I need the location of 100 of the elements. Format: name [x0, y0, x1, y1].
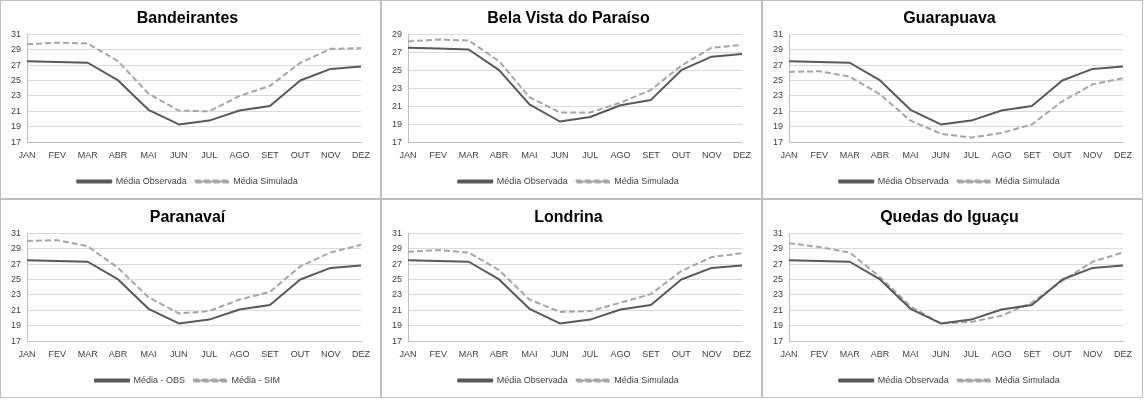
x-tick-label: NOV [320, 150, 341, 161]
y-tick-label: 31 [392, 227, 403, 238]
chart-title: Bandeirantes [136, 9, 239, 27]
x-tick-label: AGO [610, 349, 631, 360]
y-tick-label: 31 [773, 227, 784, 238]
x-tick-label: MAR [77, 150, 99, 161]
x-tick-label: ABR [108, 150, 128, 161]
y-tick-label: 17 [773, 335, 784, 346]
legend-label: Média - OBS [133, 374, 186, 385]
x-tick-label: AGO [610, 150, 631, 161]
x-tick-label: JUL [963, 349, 980, 360]
legend-label: Média Observada [877, 175, 949, 186]
y-tick-label: 27 [392, 258, 403, 269]
x-tick-label: AGO [991, 349, 1012, 360]
y-tick-label: 31 [773, 28, 784, 39]
chart-title: Quedas do Iguaçu [880, 208, 1019, 226]
chart-title: Guarapuava [903, 9, 996, 27]
y-tick-label: 27 [392, 46, 403, 57]
x-tick-label: MAR [839, 349, 861, 360]
y-tick-label: 29 [11, 243, 22, 254]
y-tick-label: 27 [11, 258, 22, 269]
x-tick-label: MAR [77, 349, 99, 360]
x-tick-label: NOV [320, 349, 341, 360]
x-tick-label: JAN [780, 349, 798, 360]
y-tick-label: 29 [773, 44, 784, 55]
x-tick-label: DEZ [352, 349, 371, 360]
legend-label: Média Observada [496, 374, 568, 385]
x-tick-label: JUN [551, 349, 569, 360]
y-tick-label: 25 [392, 64, 403, 75]
x-tick-label: SET [642, 349, 661, 360]
line-series [788, 70, 1124, 139]
y-tick-label: 17 [773, 136, 784, 147]
x-tick-label: OUT [1052, 150, 1073, 161]
y-tick-label: 23 [11, 289, 22, 300]
x-tick-label: MAI [521, 150, 538, 161]
legend-label: Média Simulada [995, 175, 1060, 186]
x-tick-label: JUN [932, 150, 950, 161]
chart-title: Paranavaí [149, 208, 226, 226]
x-tick-label: MAI [521, 349, 538, 360]
y-tick-label: 17 [11, 136, 22, 147]
y-tick-label: 17 [11, 335, 22, 346]
x-tick-label: JUN [932, 349, 950, 360]
x-tick-label: NOV [701, 150, 722, 161]
y-tick-label: 23 [392, 82, 403, 93]
x-tick-label: DEZ [1114, 150, 1133, 161]
line-series [26, 41, 362, 113]
x-tick-label: NOV [1082, 349, 1103, 360]
y-tick-label: 25 [773, 273, 784, 284]
x-tick-label: OUT [671, 150, 692, 161]
x-tick-label: DEZ [1114, 349, 1133, 360]
x-tick-label: JAN [18, 349, 36, 360]
y-tick-label: 19 [773, 121, 784, 132]
line-series [26, 239, 362, 315]
y-tick-label: 23 [773, 289, 784, 300]
x-tick-label: FEV [48, 150, 67, 161]
x-tick-label: ABR [870, 150, 890, 161]
x-tick-label: FEV [810, 150, 829, 161]
x-tick-label: NOV [1082, 150, 1103, 161]
y-tick-label: 19 [392, 118, 403, 129]
y-tick-label: 29 [773, 243, 784, 254]
legend-label: Média - SIM [231, 374, 281, 385]
x-tick-label: JUL [201, 349, 218, 360]
y-tick-label: 21 [773, 105, 784, 116]
y-tick-label: 23 [773, 90, 784, 101]
x-tick-label: MAI [140, 150, 157, 161]
y-tick-label: 29 [11, 44, 22, 55]
y-tick-label: 19 [392, 320, 403, 331]
y-tick-label: 21 [392, 304, 403, 315]
y-tick-label: 17 [392, 136, 403, 147]
x-tick-label: MAR [839, 150, 861, 161]
y-tick-label: 21 [11, 304, 22, 315]
x-tick-label: JUL [201, 150, 218, 161]
line-series [407, 38, 743, 114]
x-tick-label: OUT [1052, 349, 1073, 360]
x-tick-label: JUL [582, 150, 599, 161]
y-tick-label: 29 [392, 28, 403, 39]
x-tick-label: FEV [429, 150, 448, 161]
x-tick-label: AGO [229, 349, 250, 360]
x-tick-label: MAI [140, 349, 157, 360]
y-tick-label: 21 [392, 100, 403, 111]
y-tick-label: 23 [392, 289, 403, 300]
x-tick-label: JUL [582, 349, 599, 360]
x-tick-label: OUT [290, 150, 311, 161]
legend-label: Média Observada [115, 175, 187, 186]
x-tick-label: OUT [671, 349, 692, 360]
line-series [407, 249, 743, 313]
y-tick-label: 21 [773, 304, 784, 315]
y-tick-label: 27 [11, 59, 22, 70]
legend-label: Média Simulada [233, 175, 298, 186]
legend-label: Média Observada [496, 175, 568, 186]
legend-label: Média Simulada [614, 374, 679, 385]
x-tick-label: ABR [108, 349, 128, 360]
x-tick-label: SET [1023, 150, 1042, 161]
x-tick-label: DEZ [733, 349, 752, 360]
y-tick-label: 25 [773, 74, 784, 85]
legend-label: Média Simulada [995, 374, 1060, 385]
x-tick-label: FEV [810, 349, 829, 360]
x-tick-label: JAN [780, 150, 798, 161]
x-tick-label: JUN [170, 349, 188, 360]
x-tick-label: FEV [48, 349, 67, 360]
